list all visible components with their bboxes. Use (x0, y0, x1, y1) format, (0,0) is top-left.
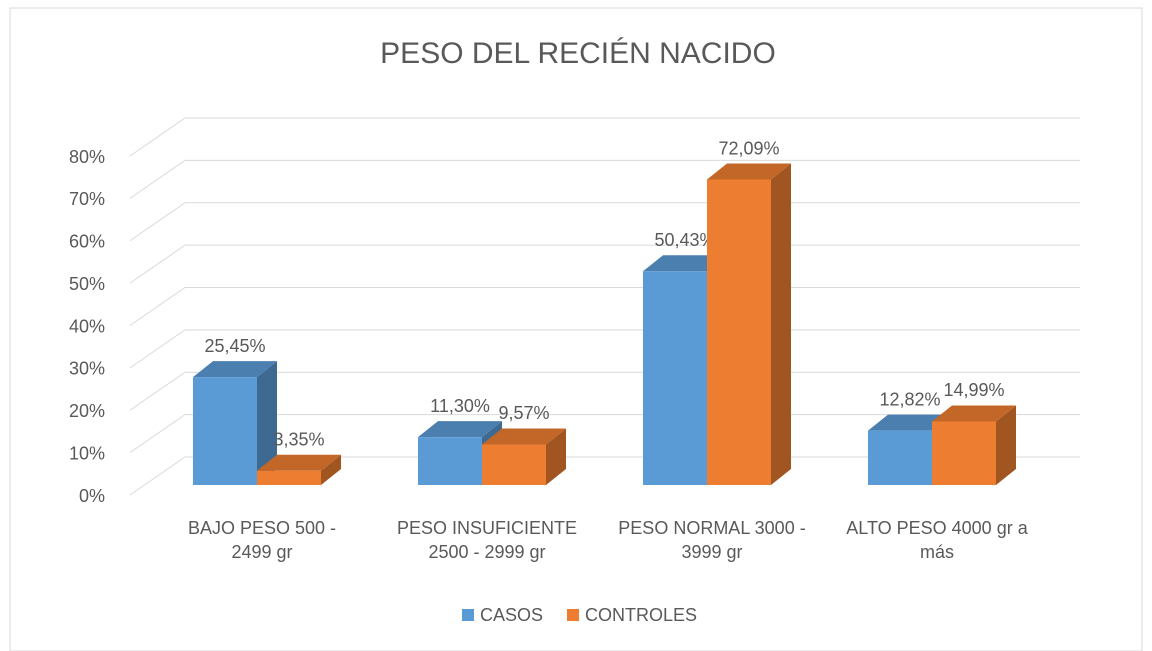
x-tick-label: ALTO PESO 4000 gr a más (846, 518, 1028, 562)
y-tick-label: 30% (69, 359, 105, 379)
y-tick-label: 80% (69, 147, 105, 167)
bar-face (643, 271, 707, 485)
x-tick-label: BAJO PESO 500 - 2499 gr (187, 518, 337, 562)
bar (707, 163, 791, 486)
bar-face (321, 454, 341, 485)
bar-face (868, 430, 932, 485)
legend-label: CASOS (480, 605, 543, 625)
y-tick-label: 50% (69, 274, 105, 294)
data-label: 14,99% (943, 380, 1004, 400)
bar-face (707, 179, 771, 486)
x-tick-label: PESO INSUFICIENTE 2500 - 2999 gr (396, 518, 578, 562)
bar-face (482, 428, 566, 445)
data-label: 12,82% (879, 389, 940, 409)
data-label: 3,35% (273, 430, 324, 450)
legend-label: CONTROLES (585, 605, 697, 625)
bar (257, 454, 341, 485)
bar (482, 428, 566, 485)
bar-face (193, 377, 257, 485)
y-tick-label: 0% (79, 486, 105, 506)
data-label: 11,30% (430, 396, 490, 416)
bar-face (257, 454, 341, 471)
grid-line (129, 117, 1080, 157)
bar-face (707, 163, 791, 180)
y-tick-label: 20% (69, 401, 105, 421)
y-tick-label: 40% (69, 316, 105, 336)
bar-face (257, 361, 277, 485)
data-label: 25,45% (204, 336, 265, 356)
y-tick-label: 70% (69, 189, 105, 209)
data-label: 50,43% (654, 230, 715, 250)
bar-face (932, 405, 1016, 422)
y-tick-label: 60% (69, 232, 105, 252)
chart-title: PESO DEL RECIÉN NACIDO (380, 37, 776, 70)
bar (932, 405, 1016, 485)
legend-swatch (567, 609, 580, 621)
bar-face (482, 444, 546, 485)
bar-face (868, 414, 952, 431)
legend-swatch (462, 609, 474, 621)
grid-line (129, 159, 1080, 199)
bar (193, 361, 277, 485)
data-label: 72,09% (718, 138, 779, 158)
bar-face (418, 437, 482, 485)
y-tick-label: 10% (69, 443, 105, 463)
bar-face (193, 361, 277, 378)
bar-face (546, 428, 566, 485)
x-tick-label: PESO NORMAL 3000 - 3999 gr (618, 518, 806, 562)
bar-face (257, 470, 321, 485)
bar-face (996, 405, 1016, 485)
bar-face (771, 163, 791, 486)
bar-face (932, 421, 996, 485)
bar-face (643, 255, 727, 272)
data-label: 9,57% (498, 403, 549, 423)
bar-face (418, 421, 502, 438)
